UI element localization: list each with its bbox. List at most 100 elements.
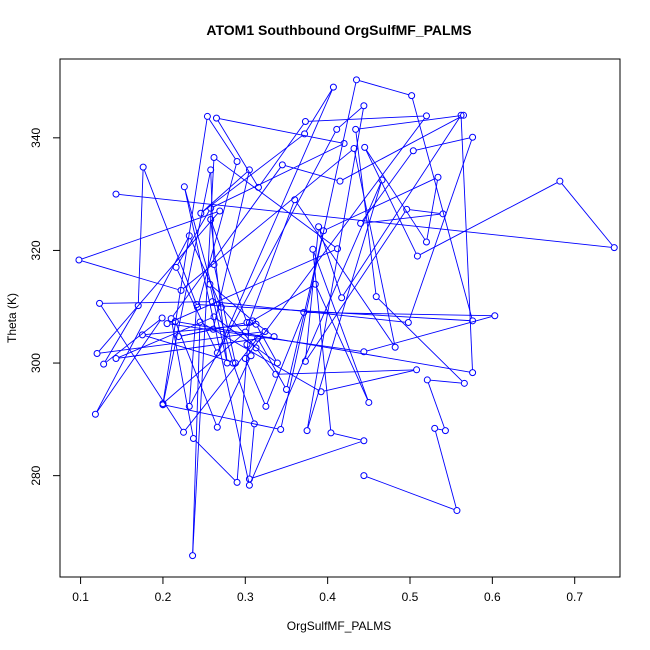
data-point (261, 328, 269, 336)
data-point (223, 359, 231, 367)
data-point (243, 319, 251, 327)
data-point (175, 333, 183, 341)
data-point (453, 507, 461, 515)
series-segment (278, 369, 414, 375)
data-point (422, 238, 430, 246)
series-segment (119, 336, 272, 359)
data-point (327, 429, 335, 437)
y-tick-label: 300 (29, 353, 43, 373)
series-segment (81, 260, 179, 290)
data-point (365, 398, 373, 406)
series-segment (102, 301, 210, 304)
data-point (413, 366, 421, 374)
x-tick-label: 0.6 (484, 590, 501, 604)
data-point (245, 319, 253, 327)
series-segment (165, 333, 244, 402)
data-point (207, 215, 215, 223)
data-point (75, 256, 83, 264)
series-segment (324, 370, 414, 392)
series-segment (215, 301, 406, 323)
data-point (233, 157, 241, 165)
series-segment (366, 316, 492, 352)
series-segment (203, 135, 303, 212)
data-point (360, 437, 368, 445)
series-segment (137, 170, 144, 303)
series-segment (306, 311, 492, 317)
series-segment (210, 287, 227, 361)
series-segment (211, 222, 247, 320)
series-segment (181, 329, 211, 337)
series-segment (119, 194, 612, 248)
series-segment (343, 117, 460, 296)
series-segment (192, 160, 215, 553)
series-segment (296, 202, 394, 345)
series-segment (163, 172, 211, 402)
series-segment (416, 137, 470, 151)
data-point (441, 427, 449, 435)
series-segment (98, 213, 219, 352)
data-point (469, 133, 477, 141)
data-point (350, 145, 358, 153)
series-segment (246, 361, 266, 404)
series-segment (338, 107, 362, 128)
data-point (309, 245, 317, 253)
series-segment (217, 120, 258, 185)
series-segment (247, 347, 251, 353)
series-segment (306, 211, 406, 359)
data-point (250, 420, 258, 428)
series-segment (178, 321, 470, 373)
series-segment (362, 153, 412, 222)
series-segment (252, 441, 361, 479)
data-point (291, 196, 299, 204)
series-segment (171, 321, 194, 436)
data-point (254, 334, 262, 342)
series-segment (81, 211, 217, 260)
data-point (320, 227, 328, 235)
data-point (409, 147, 417, 155)
data-point (252, 344, 260, 352)
series-segment (162, 119, 208, 401)
data-point (357, 219, 365, 227)
series-segment (307, 182, 382, 428)
data-point (208, 298, 216, 306)
data-point (282, 386, 290, 394)
data-point (189, 434, 197, 442)
data-point (334, 245, 342, 253)
series-segment (189, 307, 197, 404)
data-point (245, 475, 253, 483)
series-segment (437, 428, 443, 431)
series-segment (249, 426, 255, 476)
series-segment (233, 365, 254, 421)
data-point (185, 232, 193, 240)
x-tick-label: 0.1 (72, 590, 89, 604)
series-segment (177, 210, 210, 265)
series-segment (266, 315, 303, 404)
data-point (360, 102, 368, 110)
data-point (439, 210, 447, 218)
y-axis: 280 300 320 340 (29, 127, 61, 486)
series-segment (326, 178, 436, 230)
data-point (203, 112, 211, 120)
series-segment (286, 233, 324, 387)
data-point (210, 261, 218, 269)
data-point (245, 481, 253, 489)
data-point (134, 302, 142, 310)
series-segment (409, 209, 440, 214)
plot-frame (59, 58, 621, 578)
y-tick-label: 280 (29, 465, 43, 485)
data-point (193, 300, 201, 308)
data-point (163, 320, 171, 328)
series-segment (145, 324, 253, 336)
series-segment (213, 144, 342, 208)
data-point (91, 410, 99, 418)
series-segment (359, 80, 409, 96)
series-segment (308, 115, 424, 122)
data-point (278, 161, 286, 169)
x-tick-label: 0.5 (402, 590, 419, 604)
series-segment (561, 183, 613, 246)
data-point (262, 402, 270, 410)
data-point (177, 286, 185, 294)
data-point (317, 388, 325, 396)
chart-title: ATOM1 Southbound OrgSulfMF_PALMS (206, 22, 471, 38)
series-segment (105, 319, 160, 363)
